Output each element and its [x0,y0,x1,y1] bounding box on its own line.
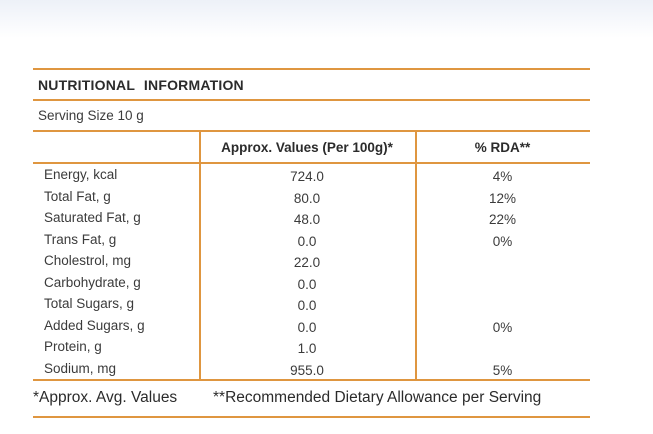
table-row: Cholestrol, mg 22.0 [33,250,590,272]
nutrient-name: Carbohydrate, g [44,274,141,290]
table-header-top-line [33,130,590,132]
nutrient-value: 22.0 [293,255,321,271]
nutrient-value: 0.0 [297,276,317,292]
table-row: Saturated Fat, g 48.0 22% [33,207,590,229]
nutrient-value: 0.0 [297,233,317,249]
nutrient-value: 48.0 [293,212,321,228]
table-bottom-line [33,379,590,381]
column-divider-left [199,130,201,381]
nutrient-value: 1.0 [297,341,317,357]
divider-line-top [33,68,590,70]
table-header-bottom-line [33,162,590,164]
nutrient-name: Added Sugars, g [44,317,145,333]
nutrient-name: Saturated Fat, g [44,210,141,226]
table-row: Carbohydrate, g 0.0 [33,272,590,294]
table-row: Total Fat, g 80.0 12% [33,186,590,208]
nutrient-value: 0.0 [297,319,317,335]
nutrient-value: 724.0 [290,169,324,185]
nutrition-table-body: Energy, kcal 724.0 4% Total Fat, g 80.0 … [33,164,590,379]
serving-size-text: Serving Size 10 g [38,108,144,123]
nutrition-title: NUTRITIONAL INFORMATION [38,77,244,93]
nutrient-rda-percent: 0% [492,319,513,335]
nutrient-value: 0.0 [297,298,317,314]
nutrient-name: Protein, g [44,339,102,355]
nutrient-rda-percent: 5% [492,362,513,378]
table-row: Energy, kcal 724.0 4% [33,164,590,186]
nutrient-name: Total Sugars, g [44,296,135,312]
nutrient-name: Sodium, mg [44,360,117,376]
nutrient-name: Total Fat, g [44,188,111,204]
nutrient-rda-percent: 12% [488,190,517,206]
nutrient-name: Energy, kcal [44,167,118,183]
divider-line-bottom [33,416,590,418]
nutrient-value: 955.0 [290,362,324,378]
footnote-rda-definition: **Recommended Dietary Allowance per Serv… [213,389,542,406]
nutrient-rda-percent: 22% [488,212,517,228]
column-header-rda: % RDA** [474,139,531,155]
table-row: Sodium, mg 955.0 5% [33,358,590,380]
footnote-approx-values: *Approx. Avg. Values [33,389,178,406]
table-row: Trans Fat, g 0.0 0% [33,229,590,251]
table-row: Total Sugars, g 0.0 [33,293,590,315]
table-header-row: Approx. Values (Per 100g)* % RDA** [33,132,590,162]
footnotes-row: *Approx. Avg. Values **Recommended Dieta… [33,389,590,411]
nutrient-name: Trans Fat, g [44,231,117,247]
nutrient-rda-percent: 4% [492,169,513,185]
table-row: Protein, g 1.0 [33,336,590,358]
page-top-gradient [0,0,653,38]
table-row: Added Sugars, g 0.0 0% [33,315,590,337]
nutrient-name: Cholestrol, mg [44,253,132,269]
nutrient-rda-percent: 0% [492,233,513,249]
column-divider-right [415,130,417,381]
nutrient-value: 80.0 [293,190,321,206]
divider-line-under-title [33,99,590,101]
column-header-approx-values: Approx. Values (Per 100g)* [221,139,393,155]
